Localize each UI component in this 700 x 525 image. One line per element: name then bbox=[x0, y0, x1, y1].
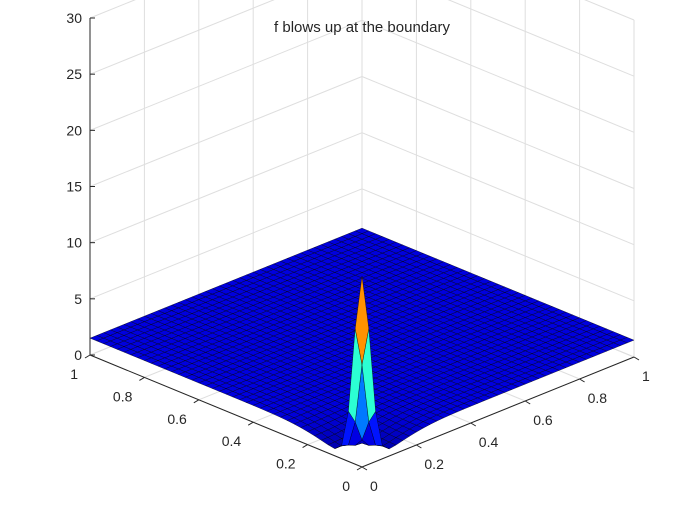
x-tick-mark bbox=[361, 466, 368, 471]
chart-title: f blows up at the boundary bbox=[274, 19, 450, 36]
z-tick-label-3: 15 bbox=[66, 179, 82, 195]
y-tick-mark bbox=[139, 376, 145, 381]
grid-line-z-1 bbox=[361, 188, 635, 302]
grid-line-z-back-4 bbox=[89, 19, 363, 131]
z-tick-label-0: 0 bbox=[74, 347, 82, 363]
grid-line-z-back-3 bbox=[89, 76, 363, 187]
x-tick-label-5: 1 bbox=[642, 368, 650, 384]
grid-line-z-back-2 bbox=[89, 132, 363, 244]
y-tick-mark bbox=[193, 399, 200, 404]
surface-layer bbox=[89, 227, 635, 450]
x-axis-line bbox=[361, 356, 635, 468]
y-tick-label-1: 0.2 bbox=[276, 456, 296, 472]
z-tick-label-6: 30 bbox=[66, 10, 82, 26]
y-tick-mark bbox=[84, 354, 91, 359]
y-tick-label-3: 0.6 bbox=[167, 411, 187, 427]
grid-line-z-back-6 bbox=[89, 0, 136, 19]
grid-line-z-6 bbox=[584, 0, 635, 21]
x-tick-mark bbox=[633, 356, 640, 361]
y-tick-mark bbox=[356, 466, 363, 471]
x-tick-mark bbox=[416, 444, 422, 449]
grid-line-z-3 bbox=[361, 76, 635, 189]
z-tick-label-1: 5 bbox=[74, 291, 82, 307]
z-tick-label-5: 25 bbox=[66, 66, 82, 82]
x-tick-label-2: 0.4 bbox=[479, 434, 499, 450]
grid-line-z-back-5 bbox=[89, 0, 275, 75]
grid-line-z-5 bbox=[447, 0, 635, 77]
surface-cell bbox=[355, 276, 369, 365]
y-tick-label-0: 0 bbox=[342, 478, 350, 494]
y-tick-label-5: 1 bbox=[70, 366, 78, 382]
x-tick-mark bbox=[579, 378, 585, 383]
x-tick-label-3: 0.6 bbox=[533, 412, 553, 428]
grid-line-z-2 bbox=[361, 132, 635, 246]
y-tick-mark bbox=[302, 444, 308, 449]
x-tick-label-0: 0 bbox=[370, 478, 378, 494]
x-tick-mark bbox=[470, 422, 477, 427]
grid-line-z-back-1 bbox=[89, 188, 363, 300]
grid-line-z-4 bbox=[361, 19, 635, 133]
y-tick-label-2: 0.4 bbox=[222, 433, 242, 449]
y-axis-line bbox=[89, 354, 363, 468]
y-tick-mark bbox=[247, 421, 254, 426]
z-tick-label-4: 20 bbox=[66, 122, 82, 138]
z-tick-label-2: 10 bbox=[66, 235, 82, 251]
x-tick-label-4: 0.8 bbox=[588, 390, 608, 406]
y-tick-label-4: 0.8 bbox=[113, 388, 133, 404]
x-tick-label-1: 0.2 bbox=[424, 456, 444, 472]
x-tick-mark bbox=[524, 400, 531, 405]
